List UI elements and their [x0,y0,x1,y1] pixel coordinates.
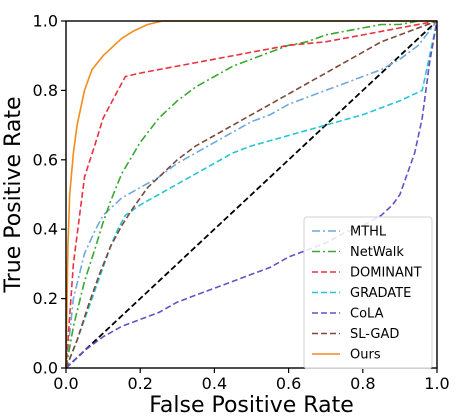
legend-label: SL-GAD [350,327,399,342]
legend-label: CoLA [350,307,384,322]
ticks-layer: 0.0 0.2 0.4 0.6 0.8 1.0 0.0 0.2 0.4 0.6 0.8 1.0 [33,12,450,394]
y-tick-label: 1.0 [33,12,58,31]
y-tick-label: 0.0 [33,359,58,378]
x-tick-label: 0.4 [202,374,227,393]
series-line-netwalk [65,20,437,369]
y-tick-label: 0.2 [33,289,58,308]
legend-label: NetWalk [350,245,404,260]
plot-frame [65,20,438,369]
y-tick-label: 0.8 [33,81,58,100]
diagonal-reference-line [65,20,438,369]
x-tick-label: 0.0 [53,374,78,393]
legend: MTHL NetWalk DOMINANT GRADATE CoLA SL-GAD Ours [303,216,433,369]
y-tick-label: 0.4 [33,220,58,239]
legend-label: DOMINANT [350,266,422,281]
x-tick-label: 0.6 [276,374,301,393]
x-tick-label: 0.2 [127,374,152,393]
legend-box [303,216,433,369]
y-tick-label: 0.6 [33,150,58,169]
y-axis-label: True Positive Rate [1,97,26,294]
legend-label: Ours [350,348,381,363]
x-tick-label: 0.8 [350,374,375,393]
series-line-gradate [65,20,438,369]
legend-label: GRADATE [350,286,411,301]
reference-layer [65,20,438,369]
series-line-dominant [65,20,438,369]
x-axis-label: False Positive Rate [149,393,353,418]
x-tick-label: 1.0 [424,374,449,393]
legend-label: MTHL [350,225,387,240]
